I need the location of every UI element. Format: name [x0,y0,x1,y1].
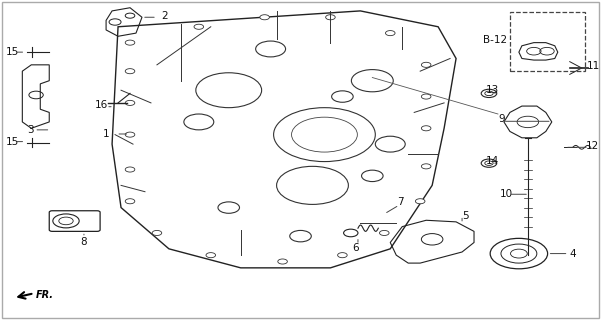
Text: 15: 15 [5,47,19,57]
Text: 7: 7 [397,197,404,207]
Circle shape [338,252,347,258]
Text: 13: 13 [485,85,499,95]
Text: 11: 11 [587,61,601,71]
Circle shape [385,31,395,36]
Text: 6: 6 [352,243,359,253]
Text: 1: 1 [103,129,109,139]
Circle shape [194,24,204,29]
Circle shape [152,230,162,236]
Circle shape [260,15,270,20]
Text: FR.: FR. [36,290,54,300]
Circle shape [206,252,215,258]
Text: 12: 12 [586,141,599,151]
Circle shape [125,69,135,74]
Bar [510,12,585,71]
Text: 9: 9 [498,114,505,124]
Text: 14: 14 [485,156,499,166]
Circle shape [125,40,135,45]
Text: 10: 10 [500,189,513,199]
Circle shape [421,94,431,99]
Text: 8: 8 [81,237,87,247]
Circle shape [421,62,431,68]
Circle shape [415,199,425,204]
Text: B-12: B-12 [483,35,507,45]
Circle shape [125,100,135,105]
Circle shape [421,126,431,131]
Circle shape [326,15,335,20]
Text: 16: 16 [95,100,109,110]
Circle shape [379,230,389,236]
Text: 15: 15 [5,137,19,147]
Circle shape [421,164,431,169]
Text: 5: 5 [462,211,469,220]
Text: 2: 2 [161,11,168,21]
Circle shape [125,199,135,204]
Text: 3: 3 [27,125,33,135]
Circle shape [125,132,135,137]
Text: 4: 4 [569,249,576,259]
Circle shape [125,167,135,172]
Circle shape [278,259,288,264]
